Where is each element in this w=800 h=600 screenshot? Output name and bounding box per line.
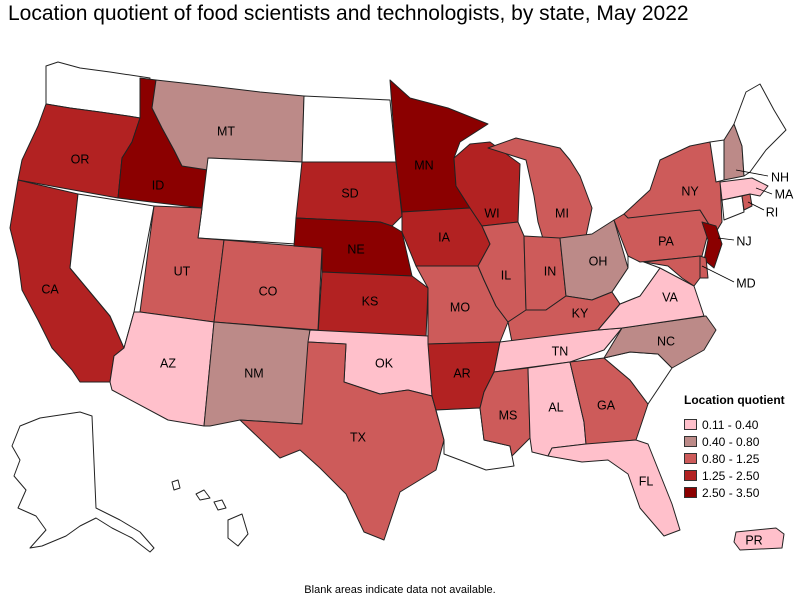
state-wy[interactable] [197, 157, 303, 245]
label-mi: MI [555, 206, 569, 220]
legend-swatch [684, 487, 697, 498]
legend-swatch [684, 470, 697, 481]
state-ny[interactable] [623, 141, 723, 233]
label-ar: AR [453, 366, 470, 380]
state-ri[interactable] [741, 193, 753, 211]
state-nj[interactable] [701, 221, 723, 269]
state-hi[interactable] [171, 479, 249, 547]
label-mn: MN [414, 158, 433, 172]
legend-label: 0.11 - 0.40 [702, 417, 759, 432]
state-pr[interactable] [733, 527, 785, 551]
label-ks: KS [362, 294, 379, 308]
md-leader [701, 265, 735, 283]
label-al: AL [548, 400, 563, 414]
legend-label: 1.25 - 2.50 [702, 468, 760, 483]
state-wv[interactable] [611, 255, 661, 305]
ma-leader [755, 187, 773, 195]
label-il: IL [501, 268, 511, 282]
legend-swatch [684, 436, 697, 447]
label-pa: PA [658, 234, 674, 248]
state-ma[interactable] [719, 177, 769, 201]
label-pr: PR [745, 533, 762, 547]
legend-item: 0.80 - 1.25 [684, 450, 796, 467]
state-ks[interactable] [317, 271, 429, 339]
label-ri: RI [766, 205, 779, 219]
legend-label: 2.50 - 3.50 [702, 485, 760, 500]
legend-swatch [684, 419, 697, 430]
label-mo: MO [450, 300, 470, 314]
map-legend: Location quotient 0.11 - 0.40 0.40 - 0.8… [684, 393, 796, 501]
label-ne: NE [347, 242, 364, 256]
label-nh: NH [771, 170, 789, 184]
label-id: ID [152, 178, 165, 192]
label-fl: FL [639, 474, 654, 488]
state-nd[interactable] [301, 95, 397, 163]
label-ms: MS [499, 408, 518, 422]
state-fl[interactable] [547, 439, 681, 537]
state-md[interactable] [643, 255, 701, 287]
legend-title: Location quotient [684, 393, 785, 407]
state-nc[interactable] [603, 315, 717, 369]
label-ok: OK [375, 356, 394, 370]
legend-item: 1.25 - 2.50 [684, 467, 796, 484]
label-ia: IA [438, 230, 450, 244]
label-nj: NJ [736, 234, 751, 248]
legend-item: 2.50 - 3.50 [684, 484, 796, 501]
label-ga: GA [597, 398, 616, 412]
map-title: Location quotient of food scientists and… [8, 2, 689, 25]
label-va: VA [662, 290, 678, 304]
label-mt: MT [217, 124, 235, 138]
label-tn: TN [552, 344, 569, 358]
legend-label: 0.40 - 0.80 [702, 434, 760, 449]
label-or: OR [71, 152, 90, 166]
legend-item: 0.40 - 0.80 [684, 433, 796, 450]
state-ak[interactable] [11, 411, 155, 553]
label-in: IN [544, 264, 557, 278]
label-az: AZ [160, 356, 176, 370]
ri-leader [747, 201, 765, 211]
legend-item: 0.11 - 0.40 [684, 416, 796, 433]
label-co: CO [259, 284, 278, 298]
state-me[interactable] [733, 83, 787, 177]
state-mi[interactable] [487, 137, 593, 243]
label-tx: TX [350, 430, 367, 444]
label-ky: KY [572, 306, 589, 320]
label-ca: CA [41, 282, 59, 296]
label-oh: OH [589, 254, 608, 268]
legend-swatch [684, 453, 697, 464]
label-ny: NY [681, 184, 699, 198]
footnote: Blank areas indicate data not available. [304, 584, 496, 596]
label-nm: NM [244, 366, 263, 380]
label-ut: UT [174, 264, 191, 278]
label-nc: NC [657, 334, 675, 348]
nh-leader [735, 169, 769, 177]
legend-label: 0.80 - 1.25 [702, 451, 760, 466]
label-ma: MA [775, 187, 794, 201]
label-wi: WI [484, 206, 499, 220]
label-sd: SD [341, 186, 358, 200]
nj-leader [717, 237, 735, 241]
state-tx[interactable] [239, 341, 445, 541]
label-md: MD [736, 276, 755, 290]
